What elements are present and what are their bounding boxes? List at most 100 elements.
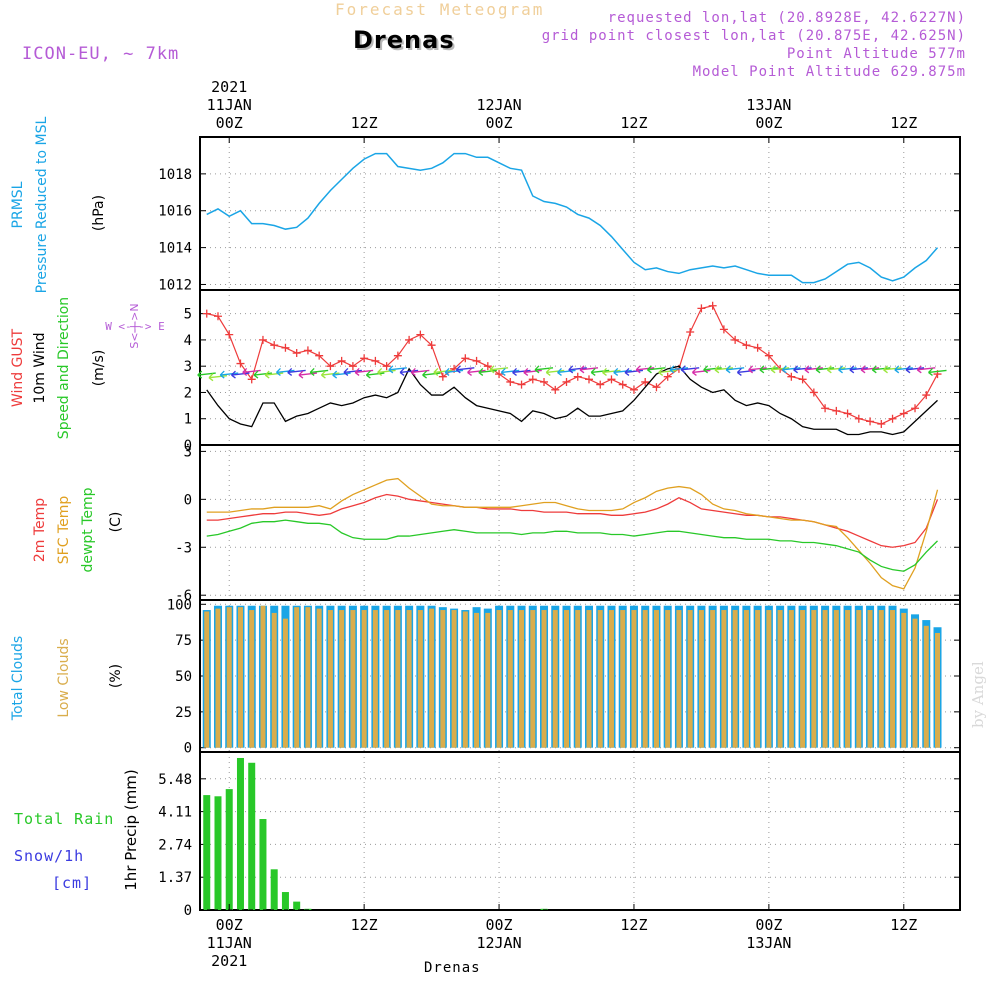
- y-tick-label: 75: [175, 633, 192, 649]
- y-tick-label: -3: [175, 540, 192, 556]
- pressure-line: [206, 152, 939, 284]
- rain-bar: [248, 762, 256, 910]
- gust-marker: [708, 301, 717, 310]
- wind-direction-arrow: [523, 367, 542, 376]
- wind-direction-arrow: [658, 367, 677, 376]
- wind-direction-arrow: [669, 365, 689, 374]
- wind-direction-arrow: [208, 373, 228, 382]
- author-byline: by Angel: [969, 661, 987, 728]
- low-cloud-bar: [361, 610, 367, 748]
- wind-direction-arrow: [748, 365, 767, 374]
- low-cloud-bar: [766, 610, 772, 748]
- wind-direction-arrow: [691, 367, 711, 376]
- gust-marker: [292, 349, 301, 358]
- low-cloud-bar: [226, 607, 232, 748]
- wind-direction-arrow: [770, 365, 790, 374]
- temp-2m-line: [206, 493, 939, 548]
- gust-marker: [787, 372, 796, 381]
- gust-marker: [371, 356, 380, 365]
- gust-marker: [922, 391, 931, 400]
- gust-marker: [258, 335, 267, 344]
- low-cloud-bar: [665, 610, 671, 748]
- low-cloud-bar: [788, 610, 794, 748]
- wind-direction-arrow: [343, 367, 362, 376]
- rain-bar: [203, 795, 211, 910]
- wind-direction-arrow: [512, 367, 531, 376]
- gust-marker: [697, 304, 706, 313]
- x-tick-label-top: 12Z: [620, 114, 647, 132]
- total-clouds-label: Total Clouds: [10, 636, 26, 721]
- low-cloud-bar: [541, 610, 547, 748]
- y-tick-label: 1012: [158, 277, 192, 293]
- wind-direction-arrow: [320, 370, 340, 379]
- wind-direction-arrow: [489, 365, 509, 374]
- low-cloud-bar: [530, 610, 536, 748]
- wind-direction-arrow: [388, 365, 407, 374]
- wind-unit-label: (m/s): [91, 350, 107, 387]
- gust-marker: [866, 417, 875, 426]
- wind-direction-arrow: [545, 367, 565, 376]
- low-cloud-bar: [237, 607, 243, 748]
- gust-marker: [225, 330, 234, 339]
- rain-legend-snow-unit: [cm]: [52, 874, 93, 892]
- wind-direction-arrow: [264, 370, 284, 379]
- gust-marker: [899, 409, 908, 418]
- gust-marker: [843, 409, 852, 418]
- low-cloud-bar: [564, 610, 570, 748]
- low-cloud-bar: [282, 618, 288, 748]
- low-cloud-bar: [676, 610, 682, 748]
- rain-bar: [225, 789, 233, 910]
- gust-marker: [798, 375, 807, 384]
- wind-direction-arrow: [590, 367, 610, 376]
- panel-frame: [199, 751, 961, 911]
- gust-marker: [348, 362, 357, 371]
- low-cloud-bar: [800, 610, 806, 748]
- gust-marker: [753, 343, 762, 352]
- gust-marker: [360, 354, 369, 363]
- wind-direction-arrow: [568, 365, 587, 374]
- low-cloud-bar: [923, 625, 929, 748]
- gust-line: [206, 305, 939, 425]
- gust-marker: [202, 309, 211, 318]
- y-tick-label: 1.37: [158, 870, 192, 886]
- low-cloud-bar: [845, 610, 851, 748]
- wind-direction-arrow: [883, 365, 902, 374]
- wind-direction-arrow: [860, 365, 880, 374]
- wind-direction-arrow: [579, 365, 599, 374]
- wind-direction-arrow: [613, 367, 632, 376]
- low-cloud-bar: [271, 612, 277, 748]
- temp-unit-label: (C): [108, 512, 124, 533]
- low-cloud-bar: [867, 610, 873, 748]
- low-cloud-bar: [552, 610, 558, 748]
- wind-direction-arrow: [365, 370, 385, 379]
- wind-direction-arrow: [298, 370, 318, 379]
- gust-marker: [427, 341, 436, 350]
- pressure-label-msl: Pressure Reduced to MSL: [34, 116, 50, 293]
- gust-marker: [663, 372, 672, 381]
- y-tick-label: 3: [184, 444, 192, 460]
- gust-marker: [911, 404, 920, 413]
- x-tick-label-bottom: 12Z: [890, 916, 917, 934]
- low-cloud-bar: [721, 610, 727, 748]
- x-date-label-top: 12JAN: [476, 96, 521, 114]
- wind-direction-arrow: [455, 365, 475, 374]
- x-tick-label-top: 00Z: [755, 114, 782, 132]
- wind-direction-arrow: [703, 365, 722, 374]
- gust-marker: [562, 377, 571, 386]
- gust-marker: [517, 380, 526, 389]
- wind-direction-arrow: [680, 365, 700, 374]
- low-cloud-bar: [316, 608, 322, 748]
- low-cloud-bar: [451, 610, 457, 748]
- wind-direction-arrow: [646, 365, 666, 374]
- gust-marker: [236, 359, 245, 368]
- wind-direction-arrow: [826, 365, 846, 374]
- wind-direction-arrow: [635, 365, 655, 374]
- low-cloud-bar: [811, 610, 817, 748]
- low-cloud-bar: [350, 610, 356, 748]
- low-clouds-label: Low Clouds: [56, 638, 72, 717]
- low-cloud-bar: [901, 612, 907, 748]
- wind-direction-arrow: [332, 370, 351, 379]
- low-cloud-bar: [485, 612, 491, 748]
- wind-direction-arrow: [242, 367, 261, 376]
- gust-marker: [652, 383, 661, 392]
